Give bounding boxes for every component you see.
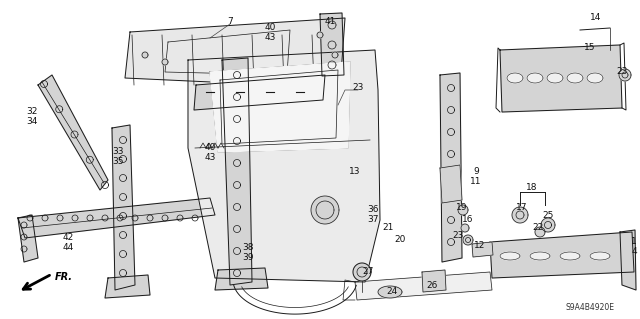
Text: 39: 39 [243, 254, 253, 263]
Polygon shape [461, 224, 469, 232]
Polygon shape [162, 59, 168, 65]
Polygon shape [222, 58, 252, 285]
Text: 40: 40 [204, 144, 216, 152]
Text: 32: 32 [26, 108, 38, 116]
Text: 24: 24 [387, 287, 397, 296]
Polygon shape [125, 18, 345, 88]
Polygon shape [541, 218, 555, 232]
Text: 23: 23 [452, 232, 464, 241]
Polygon shape [535, 227, 545, 237]
Text: 26: 26 [426, 280, 438, 290]
Text: 43: 43 [264, 33, 276, 42]
Polygon shape [472, 242, 493, 257]
Text: 41: 41 [324, 18, 336, 26]
Polygon shape [440, 165, 462, 203]
Text: 17: 17 [516, 204, 528, 212]
Text: 40: 40 [264, 24, 276, 33]
Polygon shape [188, 50, 380, 282]
Polygon shape [619, 69, 631, 81]
Polygon shape [587, 73, 603, 83]
Text: 15: 15 [584, 43, 596, 53]
Text: 25: 25 [542, 211, 554, 219]
Polygon shape [490, 232, 634, 278]
Polygon shape [332, 52, 338, 58]
Polygon shape [547, 73, 563, 83]
Polygon shape [142, 52, 148, 58]
Polygon shape [458, 205, 468, 215]
Polygon shape [512, 207, 528, 223]
Text: 16: 16 [462, 216, 474, 225]
Text: 42: 42 [62, 234, 74, 242]
Text: FR.: FR. [55, 272, 73, 282]
Polygon shape [18, 215, 38, 262]
Polygon shape [215, 268, 268, 290]
Text: 1: 1 [631, 238, 637, 247]
Text: 23: 23 [616, 68, 628, 77]
Text: 38: 38 [243, 243, 253, 253]
Polygon shape [194, 75, 325, 110]
Polygon shape [440, 73, 462, 262]
Polygon shape [527, 73, 543, 83]
Text: 36: 36 [367, 205, 379, 214]
Polygon shape [500, 45, 622, 112]
Text: 37: 37 [367, 216, 379, 225]
Text: 21: 21 [382, 224, 394, 233]
Text: 14: 14 [590, 13, 602, 23]
Text: 7: 7 [227, 18, 233, 26]
Polygon shape [353, 263, 371, 281]
Polygon shape [105, 275, 150, 298]
Text: 34: 34 [26, 117, 38, 127]
Polygon shape [500, 252, 520, 260]
Polygon shape [567, 73, 583, 83]
Polygon shape [378, 286, 402, 298]
Text: 11: 11 [470, 177, 482, 187]
Text: 43: 43 [204, 153, 216, 162]
Text: 22: 22 [532, 224, 543, 233]
Text: 12: 12 [474, 241, 486, 250]
Polygon shape [210, 62, 350, 152]
Text: 33: 33 [112, 147, 124, 157]
Text: 35: 35 [112, 158, 124, 167]
Polygon shape [507, 73, 523, 83]
Polygon shape [422, 270, 446, 292]
Polygon shape [311, 196, 339, 224]
Text: 44: 44 [62, 243, 74, 253]
Polygon shape [320, 13, 344, 76]
Text: 20: 20 [394, 235, 406, 244]
Polygon shape [317, 32, 323, 38]
Polygon shape [355, 272, 492, 300]
Text: S9A4B4920E: S9A4B4920E [566, 303, 614, 313]
Text: 27: 27 [362, 268, 374, 277]
Text: 19: 19 [456, 204, 468, 212]
Text: 4: 4 [631, 248, 637, 256]
Polygon shape [590, 252, 610, 260]
Polygon shape [18, 198, 215, 238]
Text: 23: 23 [352, 84, 364, 93]
Text: 13: 13 [349, 167, 361, 176]
Polygon shape [560, 252, 580, 260]
Text: 18: 18 [526, 183, 538, 192]
Text: 9: 9 [473, 167, 479, 176]
Polygon shape [530, 252, 550, 260]
Polygon shape [463, 235, 473, 245]
Polygon shape [620, 230, 636, 290]
Polygon shape [112, 125, 135, 290]
Polygon shape [38, 75, 108, 190]
